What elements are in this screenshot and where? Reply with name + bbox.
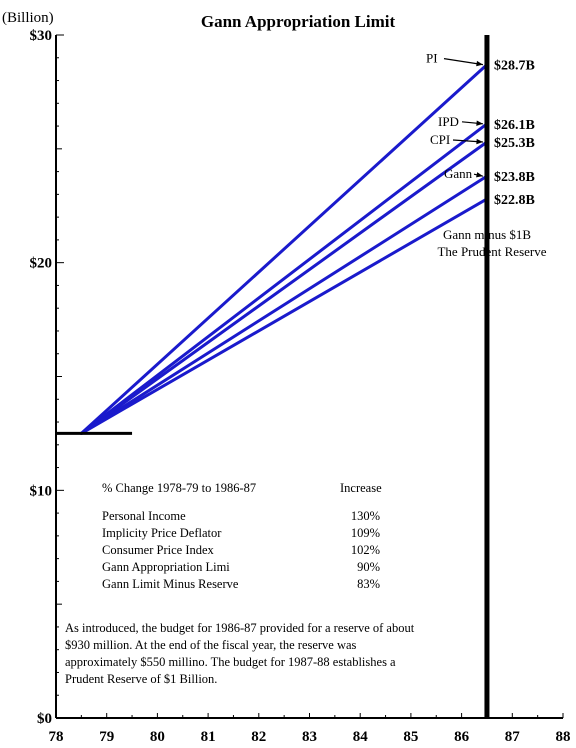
- arrow-head-0: [476, 60, 483, 67]
- table-row-label-1: Implicity Price Deflator: [102, 526, 222, 540]
- chart-title: Gann Appropriation Limit: [201, 12, 396, 31]
- note-line-3: approximately $550 millino. The budget f…: [65, 655, 396, 669]
- series-line-0: [79, 63, 489, 435]
- value-label-0: $28.7B: [494, 59, 535, 74]
- x-tick-label: 86: [454, 729, 470, 745]
- y-tick-label: $0: [37, 711, 52, 727]
- annotation-line-2: The Prudent Reserve: [437, 244, 546, 259]
- arrow-head-1: [476, 120, 483, 126]
- series-name-0: PI: [426, 51, 438, 66]
- annotation-line-1: Gann minus $1B: [443, 227, 531, 242]
- x-tick-label: 88: [556, 729, 571, 745]
- arrow-line-0: [443, 58, 484, 66]
- series-labels: $28.7B PI $26.1B IPD $25.3B CPI $23.8B Gann $22.…: [426, 51, 535, 208]
- x-axis-ticks: 78 79 80 81 82 83 84 85 86 87 88: [49, 713, 571, 745]
- y-tick-label: $30: [30, 28, 53, 44]
- value-label-4: $22.8B: [494, 193, 535, 208]
- series-line-4: [79, 197, 489, 435]
- x-tick-label: 82: [251, 729, 266, 745]
- x-tick-label: 78: [49, 729, 64, 745]
- table-row-value-4: 83%: [357, 577, 380, 591]
- arrow-head-3: [476, 172, 483, 178]
- series-line-1: [79, 122, 489, 435]
- note-line-2: $930 million. At the end of the fiscal y…: [65, 638, 357, 652]
- x-tick-label: 79: [99, 729, 114, 745]
- series-name-2: CPI: [430, 132, 450, 147]
- table-header-left: % Change 1978-79 to 1986-87: [102, 481, 256, 495]
- table-row-label-4: Gann Limit Minus Reserve: [102, 577, 239, 591]
- table-row-value-0: 130%: [351, 509, 380, 523]
- series-name-3: Gann: [444, 166, 473, 181]
- note-line-4: Prudent Reserve of $1 Billion.: [65, 672, 217, 686]
- series-line-3: [79, 174, 489, 435]
- table-header-right: Increase: [340, 481, 382, 495]
- x-tick-label: 81: [201, 729, 216, 745]
- value-label-2: $25.3B: [494, 136, 535, 151]
- y-tick-label: $10: [30, 483, 53, 499]
- y-tick-label: $20: [30, 256, 53, 272]
- value-label-3: $23.8B: [494, 170, 535, 185]
- table-row-label-0: Personal Income: [102, 509, 186, 523]
- note-line-1: As introduced, the budget for 1986-87 pr…: [65, 621, 415, 635]
- base-line-group: [56, 35, 490, 718]
- x-tick-label: 83: [302, 729, 317, 745]
- series-lines: [79, 63, 489, 435]
- series-line-2: [79, 140, 489, 435]
- x-tick-label: 80: [150, 729, 165, 745]
- table-row-label-2: Consumer Price Index: [102, 543, 215, 557]
- footnote: As introduced, the budget for 1986-87 pr…: [65, 621, 415, 686]
- arrow-head-2: [476, 138, 483, 145]
- table-row-value-2: 102%: [351, 543, 380, 557]
- table-row-label-3: Gann Appropriation Limi: [102, 560, 230, 574]
- value-label-1: $26.1B: [494, 118, 535, 133]
- table-row-value-3: 90%: [357, 560, 380, 574]
- series-name-1: IPD: [438, 114, 459, 129]
- y-unit-label: (Billion): [2, 10, 54, 26]
- y-axis-ticks: $0 $10 $20 $30: [30, 28, 64, 727]
- x-tick-label: 84: [353, 729, 369, 745]
- x-tick-label: 87: [505, 729, 521, 745]
- table-row-value-1: 109%: [351, 526, 380, 540]
- x-tick-label: 85: [403, 729, 418, 745]
- change-table: % Change 1978-79 to 1986-87 Increase Per…: [102, 481, 382, 591]
